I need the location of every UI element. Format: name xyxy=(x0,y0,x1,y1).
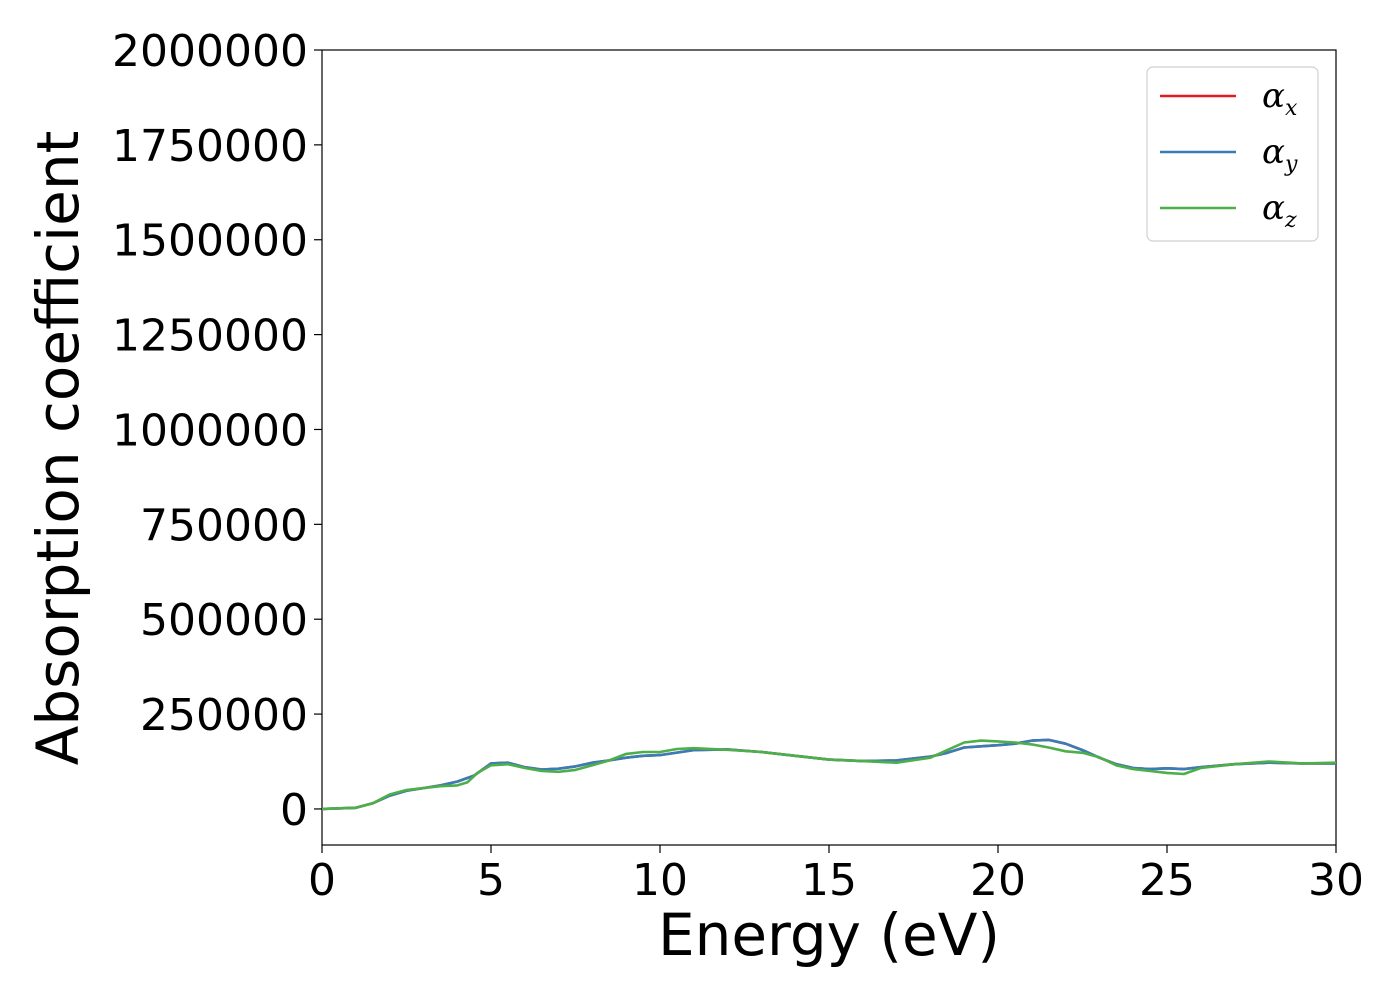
y-axis-label: Absorption coefficient xyxy=(24,131,92,766)
y-tick-label: 1000000 xyxy=(112,405,308,456)
y-tick-label: 750000 xyxy=(140,500,308,551)
x-tick-label: 5 xyxy=(477,855,505,906)
y-axis: 0 250000 500000 750000 1000000 1250000 1500000… xyxy=(112,26,322,836)
series-lines xyxy=(321,738,1337,811)
legend-box xyxy=(1146,66,1319,242)
legend-label-y: αy xyxy=(1262,132,1298,177)
y-tick-label: 250000 xyxy=(140,690,308,741)
y-tick-label: 2000000 xyxy=(112,26,308,77)
legend: αx αy αz xyxy=(1146,66,1319,242)
x-axis: 0 5 10 15 20 25 30 xyxy=(308,845,1364,906)
y-tick-label: 500000 xyxy=(140,595,308,646)
y-tick-label: 1500000 xyxy=(112,216,308,267)
x-tick-label: 30 xyxy=(1308,855,1364,906)
x-tick-label: 10 xyxy=(632,855,688,906)
x-tick-label: 20 xyxy=(970,855,1026,906)
y-tick-label: 0 xyxy=(280,785,308,836)
x-tick-label: 15 xyxy=(801,855,857,906)
x-tick-label: 0 xyxy=(308,855,336,906)
legend-label-z: αz xyxy=(1262,188,1297,233)
y-tick-label: 1750000 xyxy=(112,121,308,172)
x-tick-label: 25 xyxy=(1139,855,1195,906)
series-line-z xyxy=(321,739,1337,811)
y-tick-label: 1250000 xyxy=(112,311,308,362)
legend-label-x: αx xyxy=(1262,76,1298,121)
x-axis-label: Energy (eV) xyxy=(658,901,1000,969)
